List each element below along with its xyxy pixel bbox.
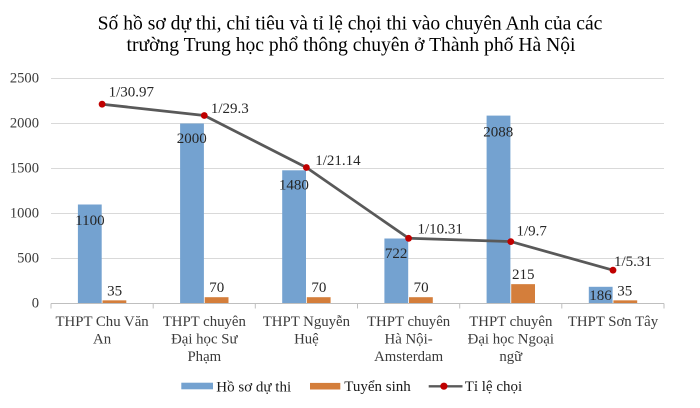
svg-text:trường Trung học phổ thông chu: trường Trung học phổ thông chuyên ở Thàn… xyxy=(127,35,577,56)
svg-text:70: 70 xyxy=(414,280,429,296)
svg-text:1500: 1500 xyxy=(10,161,39,177)
svg-text:1000: 1000 xyxy=(10,206,39,222)
svg-text:2000: 2000 xyxy=(10,116,39,132)
svg-text:70: 70 xyxy=(209,280,224,296)
svg-text:722: 722 xyxy=(385,246,408,262)
svg-text:THPT chuyên: THPT chuyên xyxy=(469,314,553,330)
svg-text:THPT chuyên: THPT chuyên xyxy=(367,314,451,330)
svg-text:0: 0 xyxy=(32,296,39,312)
svg-text:Tuyển sinh: Tuyển sinh xyxy=(344,379,411,395)
svg-text:Huệ: Huệ xyxy=(294,332,319,348)
svg-text:Amsterdam: Amsterdam xyxy=(374,349,444,365)
svg-text:2000: 2000 xyxy=(177,131,207,147)
svg-text:Hà Nội-: Hà Nội- xyxy=(385,332,433,348)
svg-text:35: 35 xyxy=(617,283,632,299)
svg-text:THPT Nguyễn: THPT Nguyễn xyxy=(263,314,351,330)
svg-text:Phạm: Phạm xyxy=(187,349,221,365)
svg-text:2500: 2500 xyxy=(10,71,39,87)
svg-text:215: 215 xyxy=(512,267,535,283)
svg-text:An: An xyxy=(93,332,112,348)
svg-text:35: 35 xyxy=(107,283,122,299)
svg-text:THPT chuyên: THPT chuyên xyxy=(163,314,247,330)
svg-text:1/30.97: 1/30.97 xyxy=(109,85,155,101)
svg-text:1/9.7: 1/9.7 xyxy=(517,224,548,240)
svg-text:Tỉ lệ chọi: Tỉ lệ chọi xyxy=(465,379,522,395)
svg-text:Hồ sơ dự thi: Hồ sơ dự thi xyxy=(216,379,291,395)
svg-text:THPT Sơn Tây: THPT Sơn Tây xyxy=(568,314,659,330)
svg-text:186: 186 xyxy=(589,288,612,304)
svg-text:Số hồ sơ dự thi, chỉ tiêu và t: Số hồ sơ dự thi, chỉ tiêu và tỉ lệ chọi … xyxy=(98,14,603,35)
svg-text:ngữ: ngữ xyxy=(499,349,523,365)
svg-text:1100: 1100 xyxy=(75,213,104,229)
svg-text:1480: 1480 xyxy=(279,177,309,193)
svg-text:500: 500 xyxy=(17,251,39,267)
svg-text:1/29.3: 1/29.3 xyxy=(211,101,249,117)
svg-text:70: 70 xyxy=(311,280,326,296)
svg-text:Đại học Sư: Đại học Sư xyxy=(171,332,238,348)
svg-text:Đại học Ngoại: Đại học Ngoại xyxy=(468,332,554,348)
svg-text:THPT Chu Văn: THPT Chu Văn xyxy=(56,314,150,330)
svg-text:2088: 2088 xyxy=(483,124,513,140)
svg-text:1/10.31: 1/10.31 xyxy=(418,221,463,237)
svg-text:1/21.14: 1/21.14 xyxy=(315,153,361,169)
svg-text:1/5.31: 1/5.31 xyxy=(614,254,652,270)
